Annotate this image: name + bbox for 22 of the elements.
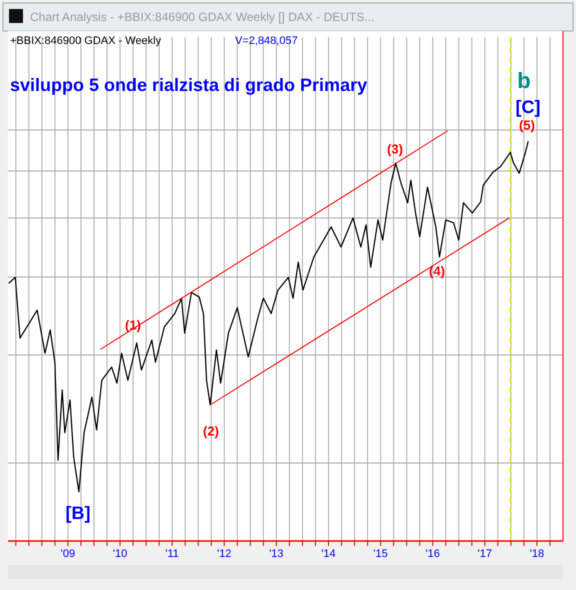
x-tick-label: '13 <box>269 548 284 560</box>
text: V=2,848,057 <box>235 35 298 47</box>
x-tick-label: '10 <box>112 548 128 560</box>
x-tick-label: '16 <box>426 548 440 560</box>
annotation: (1) <box>125 317 141 332</box>
chart-subtitle: +BBIX:846900 GDAX - Weekly <box>10 35 162 47</box>
chart-title: sviluppo 5 onde rialzista di grado Primary <box>10 75 368 95</box>
x-tick-label: '11 <box>165 548 179 560</box>
x-tick-label: '09 <box>60 548 76 560</box>
annotation: [B] <box>66 502 90 523</box>
x-tick-label: '18 <box>530 548 544 560</box>
annotation: (5) <box>519 117 535 132</box>
annotation: (2) <box>203 423 219 438</box>
x-tick-label: '14 <box>321 548 336 560</box>
text: b <box>517 68 531 93</box>
x-tick-label: '15 <box>373 548 388 560</box>
text: [C] <box>516 96 540 117</box>
x-tick-label: '17 <box>478 548 492 560</box>
x-tick-label: '12 <box>217 548 232 560</box>
annotation: (3) <box>387 141 403 156</box>
annotation: (4) <box>429 263 445 278</box>
text: Chart Analysis - +BBIX:846900 GDAX Weekly [] DAX - DEUTS... <box>30 10 374 24</box>
